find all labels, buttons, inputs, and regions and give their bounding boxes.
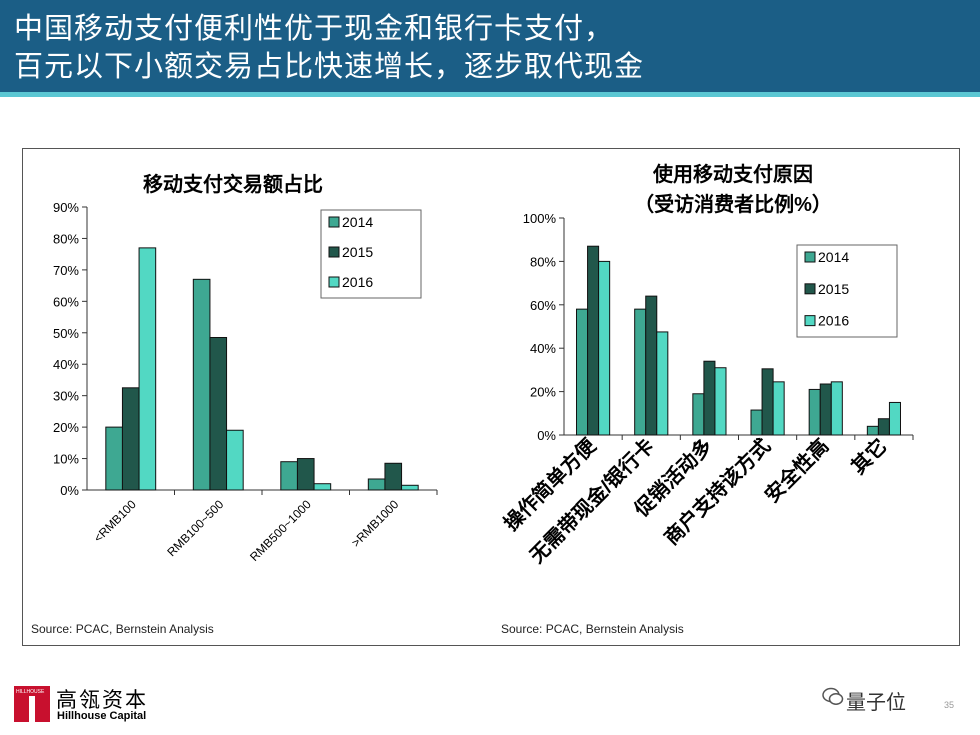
chart-1-legend-label-2014: 2014 — [818, 249, 849, 265]
chart-0-ytick-label: 60% — [53, 294, 79, 309]
chart-1-bar-2016-3 — [772, 381, 785, 436]
chart-0-ytick-label: 10% — [53, 452, 79, 467]
chart-0-ytick-label: 70% — [53, 263, 79, 278]
chart-1-ytick-label: 100% — [523, 211, 557, 226]
chart-1-bar-2014-2 — [692, 393, 705, 436]
chart-1-category-label: 其它 — [846, 434, 891, 479]
chart-1-bar-2014-5 — [866, 425, 879, 436]
chart-0-bar-2016-1 — [226, 429, 244, 491]
chart-0-bar-2015-2 — [296, 458, 315, 491]
chart-0-bar-2016-2 — [313, 483, 332, 491]
chart-0-ytick-label: 40% — [53, 357, 79, 372]
chart-figure-panel: 移动支付交易额占比 0% 10% 20% 30% 40% 50% 60% 70% 80% 90% <R… — [22, 148, 960, 646]
chart-1-ytick-label: 60% — [530, 298, 556, 313]
chart-1-legend-label-2016: 2016 — [818, 313, 849, 329]
chart-0-ytick-label: 80% — [53, 231, 79, 246]
chart-0-ytick-label: 0% — [60, 483, 79, 498]
chart-0-ytick-label: 30% — [53, 389, 79, 404]
chart-1-ytick-label: 40% — [530, 341, 556, 356]
chart-1-bar-2015-5 — [877, 418, 890, 436]
page-number: 35 — [944, 700, 955, 710]
chart-0-bar-2014-3 — [367, 478, 386, 491]
slide-title-line-1: 中国移动支付便利性优于现金和银行卡支付， — [14, 11, 615, 45]
chart-1-bar-2014-3 — [750, 409, 763, 436]
chart-1-bar-2014-1 — [634, 308, 647, 436]
chart-0-category-label: <RMB100 — [91, 497, 139, 545]
chart-0-ytick-label: 50% — [53, 326, 79, 341]
chart-1-subtitle: （受访消费者比例%） — [634, 192, 832, 216]
chart-1-bar-2015-2 — [703, 360, 716, 436]
chart-0-bar-2015-1 — [209, 336, 228, 491]
title-banner-accent — [0, 92, 980, 97]
chart-1-category-label: 商户支持该方式 — [659, 434, 775, 550]
chart-1-ytick-label: 0% — [537, 428, 556, 443]
chart-1-bar-2015-1 — [645, 295, 658, 436]
chart-1-bar-2016-2 — [714, 367, 727, 436]
logo-chinese-name: 高瓴资本 — [56, 688, 148, 712]
chart-0-bar-2016-3 — [401, 484, 419, 491]
title-banner — [0, 0, 980, 92]
chart-0-legend-label-2014: 2014 — [342, 214, 373, 230]
chart-1-legend-swatch-2014 — [804, 251, 816, 263]
chart-1-ytick-label: 80% — [530, 254, 556, 269]
chart-0-legend-swatch-2014 — [328, 216, 340, 228]
wechat-icon — [822, 687, 844, 705]
chart-0-source: Source: PCAC, Bernstein Analysis — [31, 622, 214, 636]
chart-0-bar-2014-2 — [280, 461, 298, 491]
chart-1-bar-2015-4 — [819, 383, 832, 436]
chart-0-bar-2014-1 — [192, 278, 211, 491]
charts-canvas: 移动支付交易额占比 0% 10% 20% 30% 40% 50% 60% 70% 80% 90% <R… — [31, 162, 914, 636]
chart-1-bar-2016-0 — [598, 260, 611, 436]
chart-0-category-label: >RMB1000 — [349, 497, 402, 550]
logo-english-name: Hillhouse Capital — [57, 710, 147, 722]
chart-1-bar-2016-5 — [888, 401, 901, 436]
chart-0-legend-swatch-2016 — [328, 276, 340, 288]
chart-1-ytick-label: 20% — [530, 385, 556, 400]
slide-title-line-2: 百元以下小额交易占比快速增长，逐步取代现金 — [14, 49, 645, 83]
chart-1-category-label: 安全性高 — [760, 434, 834, 508]
chart-1-bar-2016-4 — [830, 381, 843, 436]
chart-1-bar-2016-1 — [656, 331, 669, 436]
chart-0-ytick-label: 20% — [53, 420, 79, 435]
chart-1-bar-2014-4 — [808, 388, 821, 436]
chart-0-bar-2015-3 — [384, 462, 403, 491]
chart-0-bar-2015-0 — [121, 387, 140, 491]
chart-1-bar-2015-0 — [587, 245, 600, 436]
watermark-text: 量子位 — [846, 690, 906, 714]
chart-0-bar-2016-0 — [138, 247, 157, 491]
chart-1-source: Source: PCAC, Bernstein Analysis — [501, 622, 684, 636]
logo-small-text: HILLHOUSE — [16, 689, 45, 695]
hillhouse-logo-icon — [14, 686, 50, 722]
chart-1-legend-swatch-2016 — [804, 315, 816, 327]
chart-0-legend-label-2016: 2016 — [342, 274, 373, 290]
chart-1-legend-swatch-2015 — [804, 283, 816, 295]
chart-0-legend-label-2015: 2015 — [342, 244, 373, 260]
chart-0-ytick-label: 90% — [53, 200, 79, 215]
chart-0-bar-2014-0 — [105, 426, 123, 491]
chart-1-title: 使用移动支付原因 — [652, 162, 813, 186]
chart-0-category-label: RMB500~1000 — [247, 497, 314, 564]
chart-0-title: 移动支付交易额占比 — [143, 172, 323, 196]
chart-1-bar-2015-3 — [761, 368, 774, 436]
chart-0-category-label: RMB100~500 — [164, 497, 226, 559]
chart-1-legend-label-2015: 2015 — [818, 281, 849, 297]
chart-0-legend-swatch-2015 — [328, 246, 340, 258]
chart-1-bar-2014-0 — [576, 308, 589, 436]
